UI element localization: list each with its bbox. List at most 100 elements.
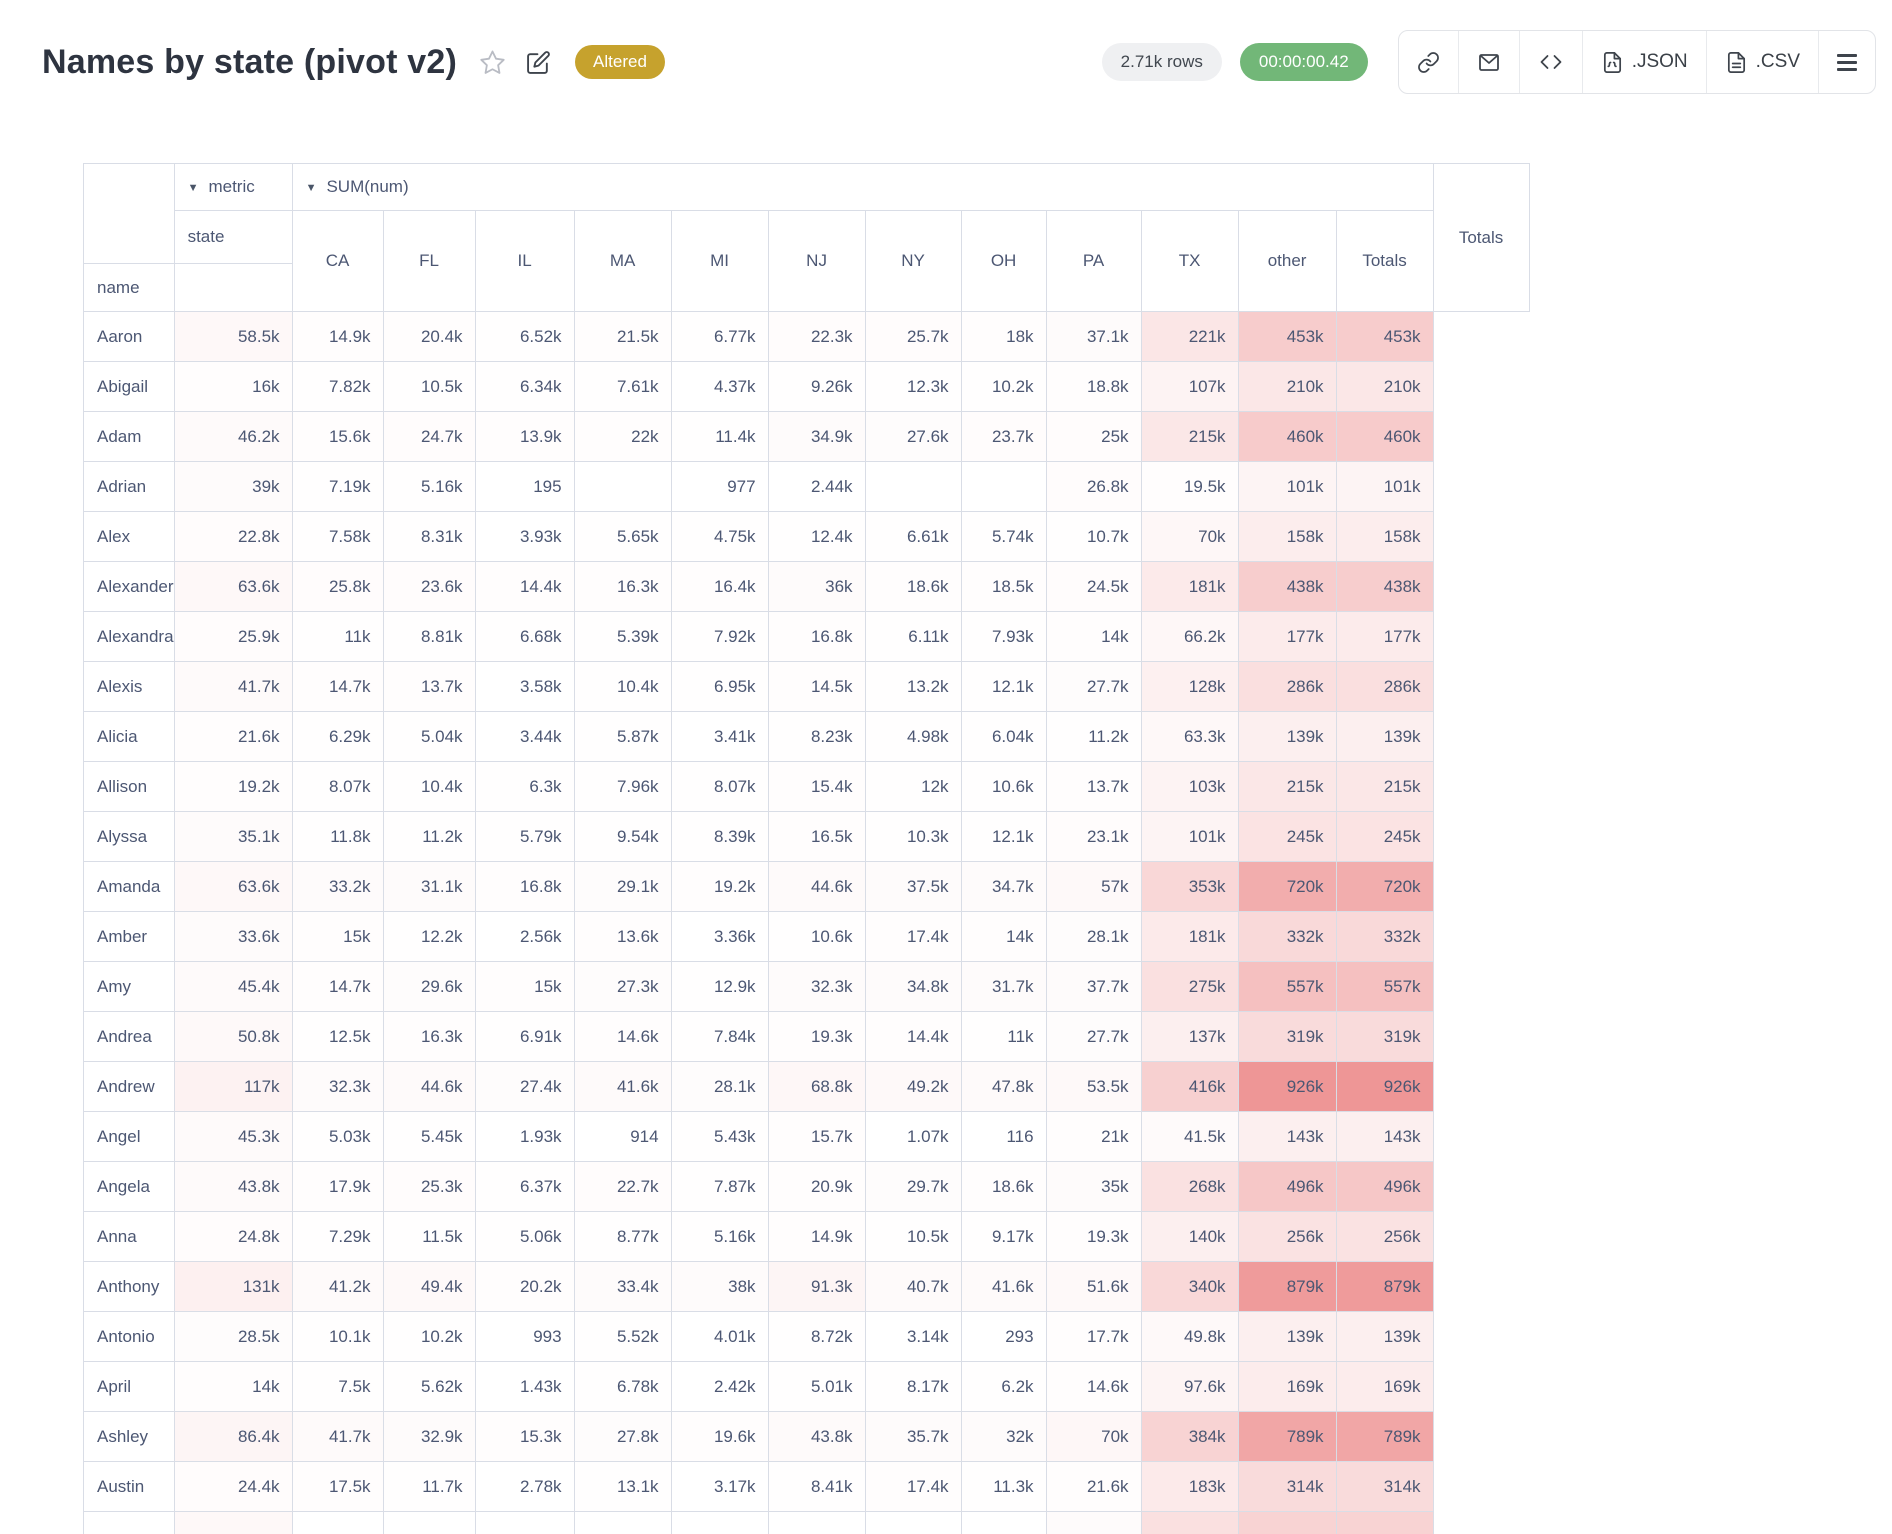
value-cell[interactable]: 39k: [173, 461, 293, 512]
value-cell[interactable]: 58.5k: [173, 311, 293, 362]
value-cell[interactable]: 45.3k: [173, 1111, 293, 1162]
value-cell[interactable]: 23.1k: [1045, 811, 1142, 862]
value-cell[interactable]: 41.2k: [291, 1261, 384, 1312]
value-cell[interactable]: 438k: [1237, 561, 1337, 612]
value-cell[interactable]: 10.3k: [864, 811, 962, 862]
value-cell[interactable]: 6.91k: [474, 1011, 575, 1062]
value-cell[interactable]: 22.8k: [173, 511, 293, 562]
row-total-cell[interactable]: 143k: [1335, 1111, 1434, 1162]
row-name-cell[interactable]: Alexander: [83, 561, 175, 612]
download-csv-button[interactable]: .CSV: [1705, 31, 1818, 93]
row-total-cell[interactable]: 169k: [1335, 1361, 1434, 1412]
row-total-cell[interactable]: 720k: [1335, 861, 1434, 912]
value-cell[interactable]: 27.6k: [864, 411, 962, 462]
value-cell[interactable]: 103k: [1140, 761, 1239, 812]
value-cell[interactable]: 5.87k: [573, 711, 672, 762]
value-cell[interactable]: 34.8k: [864, 961, 962, 1012]
column-header-pa[interactable]: PA: [1045, 210, 1142, 312]
value-cell[interactable]: 11.2k: [1045, 711, 1142, 762]
share-link-button[interactable]: [1399, 31, 1458, 93]
value-cell[interactable]: 7.58k: [291, 511, 384, 562]
value-cell[interactable]: 28.5k: [173, 1311, 293, 1362]
value-cell[interactable]: 24.5k: [1045, 561, 1142, 612]
value-cell[interactable]: 27.8k: [573, 1411, 672, 1462]
value-cell[interactable]: 6.37k: [474, 1161, 575, 1212]
value-cell[interactable]: 86.4k: [173, 1411, 293, 1462]
value-cell[interactable]: 32.9k: [382, 1411, 476, 1462]
row-total-cell[interactable]: 245k: [1335, 811, 1434, 862]
value-cell[interactable]: 12.1k: [960, 661, 1047, 712]
value-cell[interactable]: 2.42k: [670, 1361, 769, 1412]
row-name-cell[interactable]: Austin: [83, 1461, 175, 1512]
value-cell[interactable]: 12.3k: [864, 361, 962, 412]
value-cell[interactable]: 28.1k: [670, 1061, 769, 1112]
value-cell[interactable]: 33.2k: [291, 861, 384, 912]
value-cell[interactable]: 5.45k: [382, 1111, 476, 1162]
value-cell[interactable]: 4.01k: [670, 1311, 769, 1362]
row-total-cell[interactable]: 101k: [1335, 461, 1434, 512]
row-total-cell[interactable]: 332k: [1335, 911, 1434, 962]
value-cell[interactable]: 35k: [1045, 1161, 1142, 1212]
value-cell[interactable]: 384k: [1140, 1411, 1239, 1462]
row-total-cell[interactable]: 256k: [1335, 1211, 1434, 1262]
value-cell[interactable]: [1045, 1511, 1142, 1534]
value-cell[interactable]: 49.4k: [382, 1261, 476, 1312]
value-cell[interactable]: 16.4k: [670, 561, 769, 612]
value-cell[interactable]: [573, 461, 672, 512]
row-total-cell[interactable]: 453k: [1335, 311, 1434, 362]
row-name-cell[interactable]: Alexandra: [83, 611, 175, 662]
value-cell[interactable]: 41.6k: [573, 1061, 672, 1112]
value-cell[interactable]: 37.5k: [864, 861, 962, 912]
value-cell[interactable]: 13.2k: [864, 661, 962, 712]
value-cell[interactable]: 25.9k: [173, 611, 293, 662]
value-cell[interactable]: 63.6k: [173, 561, 293, 612]
value-cell[interactable]: 5.06k: [474, 1211, 575, 1262]
value-cell[interactable]: 7.93k: [960, 611, 1047, 662]
value-cell[interactable]: 7.84k: [670, 1011, 769, 1062]
question-title[interactable]: Names by state (pivot v2): [42, 42, 458, 81]
value-cell[interactable]: 177k: [1237, 611, 1337, 662]
value-cell[interactable]: 21.6k: [173, 711, 293, 762]
value-cell[interactable]: 8.23k: [767, 711, 866, 762]
value-cell[interactable]: 18.6k: [864, 561, 962, 612]
value-cell[interactable]: 47.8k: [960, 1061, 1047, 1112]
row-name-cell[interactable]: Alyssa: [83, 811, 175, 862]
value-cell[interactable]: 19.2k: [173, 761, 293, 812]
value-cell[interactable]: 3.58k: [474, 661, 575, 712]
value-cell[interactable]: 977: [670, 461, 769, 512]
value-cell[interactable]: 15k: [474, 961, 575, 1012]
value-cell[interactable]: [670, 1511, 769, 1534]
row-name-cell[interactable]: Aaron: [83, 311, 175, 362]
value-cell[interactable]: 29.6k: [382, 961, 476, 1012]
row-total-cell[interactable]: 496k: [1335, 1161, 1434, 1212]
value-cell[interactable]: 37.7k: [1045, 961, 1142, 1012]
value-cell[interactable]: 16.8k: [767, 611, 866, 662]
value-cell[interactable]: 14.9k: [767, 1211, 866, 1262]
value-cell[interactable]: 11k: [291, 611, 384, 662]
value-cell[interactable]: 5.04k: [382, 711, 476, 762]
value-cell[interactable]: 11.7k: [382, 1461, 476, 1512]
value-cell[interactable]: 12k: [864, 761, 962, 812]
row-name-cell[interactable]: Amanda: [83, 861, 175, 912]
value-cell[interactable]: 33.4k: [573, 1261, 672, 1312]
value-cell[interactable]: 10.2k: [960, 361, 1047, 412]
value-cell[interactable]: 9.17k: [960, 1211, 1047, 1262]
row-total-cell[interactable]: 557k: [1335, 961, 1434, 1012]
value-cell[interactable]: 7.82k: [291, 361, 384, 412]
value-cell[interactable]: 6.3k: [474, 761, 575, 812]
row-name-cell[interactable]: Angela: [83, 1161, 175, 1212]
value-cell[interactable]: 10.2k: [382, 1311, 476, 1362]
favorite-star-button[interactable]: [479, 49, 506, 76]
value-cell[interactable]: 26.8k: [1045, 461, 1142, 512]
value-cell[interactable]: [1237, 1511, 1337, 1534]
row-name-cell[interactable]: Alexis: [83, 661, 175, 712]
value-cell[interactable]: [864, 461, 962, 512]
value-cell[interactable]: 16.8k: [474, 861, 575, 912]
value-cell[interactable]: 10.4k: [573, 661, 672, 712]
value-cell[interactable]: 789k: [1237, 1411, 1337, 1462]
row-total-cell[interactable]: 139k: [1335, 711, 1434, 762]
value-cell[interactable]: 19.2k: [670, 861, 769, 912]
row-name-cell[interactable]: Amber: [83, 911, 175, 962]
value-cell[interactable]: 416k: [1140, 1061, 1239, 1112]
value-cell[interactable]: 5.52k: [573, 1311, 672, 1362]
